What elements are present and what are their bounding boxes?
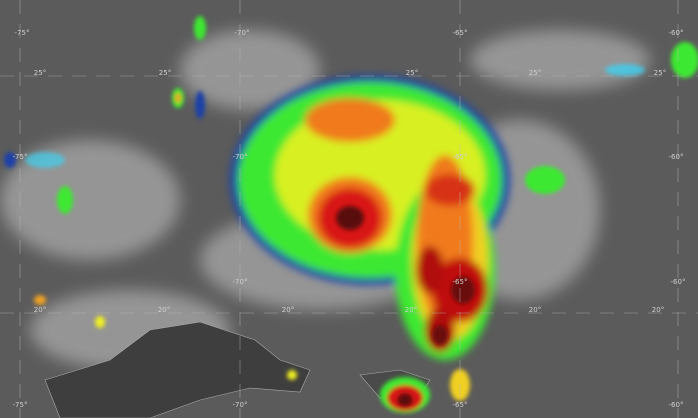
lon-label: -70° bbox=[234, 29, 250, 37]
hurricane bbox=[230, 75, 510, 413]
lat-label: 25° bbox=[158, 69, 172, 77]
lon-label: -75° bbox=[12, 401, 28, 409]
lat-label: 20° bbox=[157, 306, 171, 314]
lon-label: -70° bbox=[232, 153, 248, 161]
lon-label: -60° bbox=[668, 29, 684, 37]
lon-label: -65° bbox=[452, 401, 468, 409]
lon-label: -65° bbox=[452, 278, 468, 286]
lon-label: -70° bbox=[232, 401, 248, 409]
lat-label: 25° bbox=[33, 69, 47, 77]
lat-label: 25° bbox=[528, 69, 542, 77]
lon-label: -75° bbox=[14, 29, 30, 37]
lat-label: 20° bbox=[528, 306, 542, 314]
lon-label: -75° bbox=[12, 153, 28, 161]
lat-label: 25° bbox=[653, 69, 667, 77]
lat-label: 20° bbox=[404, 306, 418, 314]
lon-label: -60° bbox=[668, 153, 684, 161]
lon-label: -70° bbox=[232, 278, 248, 286]
lat-label: 25° bbox=[405, 69, 419, 77]
lon-label: -60° bbox=[668, 401, 684, 409]
scattered-convection bbox=[4, 16, 698, 380]
lon-label: -60° bbox=[670, 278, 686, 286]
lat-label: 20° bbox=[651, 306, 665, 314]
lat-label: 20° bbox=[281, 306, 295, 314]
lon-label: -65° bbox=[452, 29, 468, 37]
lat-label: 20° bbox=[33, 306, 47, 314]
lon-label: -65° bbox=[452, 153, 468, 161]
